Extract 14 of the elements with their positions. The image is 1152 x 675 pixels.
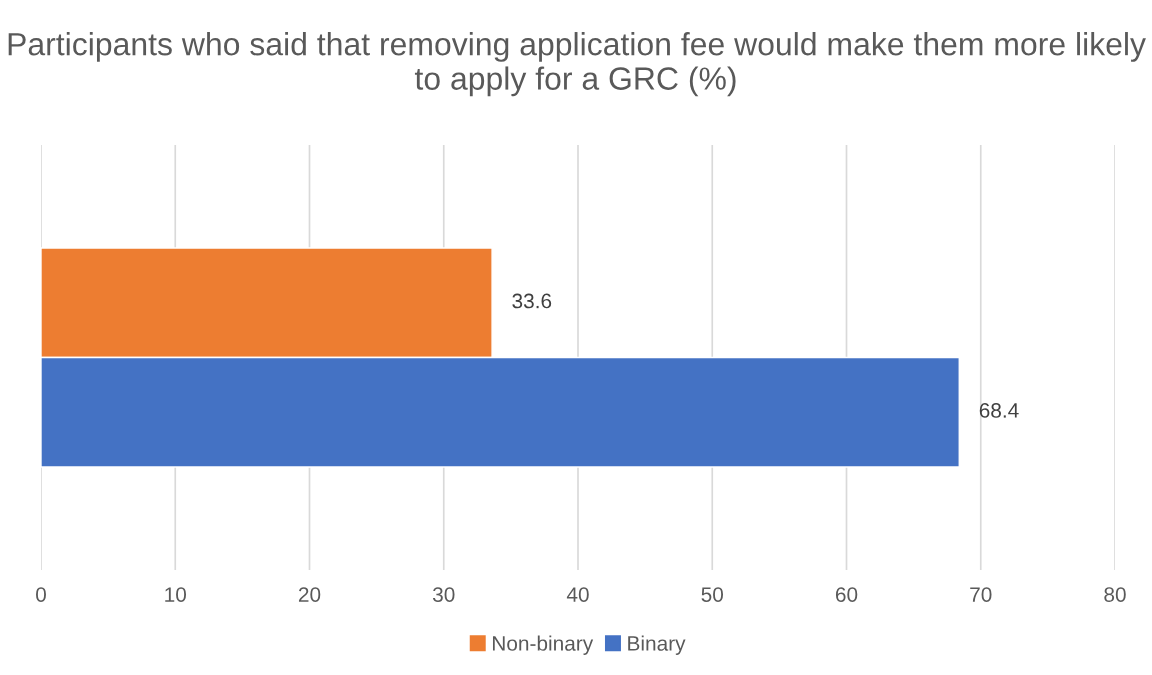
chart-title: Participants who said that removing application fee would make them more likely to apply for a GRC (%) [8, 32, 1146, 97]
x-tick-label: 20 [298, 587, 321, 602]
data-label: 68.4 [979, 403, 1019, 418]
x-tick-label: 40 [566, 587, 589, 602]
x-tick-label: 50 [701, 587, 724, 602]
data-label: 33.6 [512, 293, 552, 309]
x-tick-label: 0 [36, 587, 46, 602]
x-tick-label: 30 [432, 587, 455, 602]
x-tick-label: 70 [970, 587, 992, 602]
legend-label: Non-binary [492, 635, 594, 655]
x-tick-label: 10 [165, 587, 187, 602]
legend-label: Binary [628, 635, 686, 655]
x-tick-label: 80 [1104, 587, 1126, 602]
x-tick-label: 60 [835, 587, 858, 602]
